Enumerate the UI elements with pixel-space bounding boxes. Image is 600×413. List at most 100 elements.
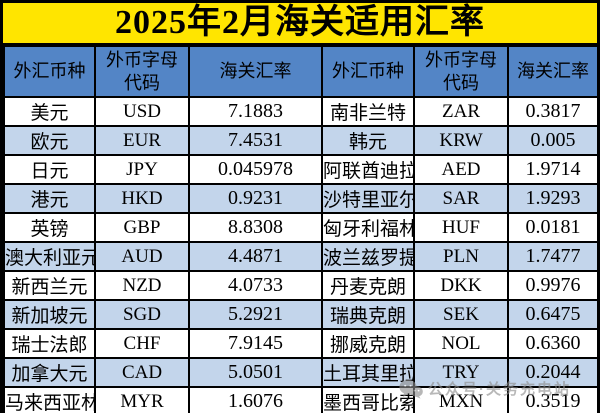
- cell-currency-name: 丹麦克朗: [321, 270, 415, 301]
- cell-customs-rate: 0.2044: [507, 357, 597, 388]
- cell-customs-rate: 5.0501: [188, 357, 323, 388]
- cell-currency-code-text: TRY: [442, 361, 480, 383]
- cell-customs-rate: 1.9293: [507, 183, 597, 214]
- cell-customs-rate-text: 0.0181: [525, 216, 581, 238]
- cell-currency-code: HKD: [94, 183, 190, 214]
- cell-currency-name: 挪威克朗: [321, 328, 415, 359]
- cell-currency-code: ZAR: [413, 96, 509, 127]
- cell-customs-rate-text: 0.9231: [228, 187, 283, 209]
- table-header-row: 外汇币种 外币字母 代码 海关汇率 外汇币种 外币字母 代码 海关汇率: [3, 45, 597, 98]
- table-row: 新加坡元 SGD 5.2921 瑞典克朗 SEK 0.6475: [3, 299, 597, 330]
- cell-customs-rate: 0.9231: [188, 183, 323, 214]
- cell-currency-name: 波兰兹罗提: [321, 241, 415, 272]
- table-row: 澳大利亚元 AUD 4.4871 波兰兹罗提 PLN 1.7477: [3, 241, 597, 272]
- cell-currency-code-text: EUR: [123, 129, 161, 151]
- cell-currency-name-text: 欧元: [30, 132, 69, 153]
- cell-currency-name-text: 挪威克朗: [329, 335, 406, 356]
- cell-currency-name: 新西兰元: [3, 270, 96, 301]
- cell-currency-code-text: SEK: [443, 303, 479, 325]
- cell-currency-code: TRY: [413, 357, 509, 388]
- cell-customs-rate-text: 0.6360: [525, 332, 581, 354]
- cell-currency-code-text: GBP: [123, 216, 161, 238]
- header-currency-name-left: 外汇币种: [3, 45, 96, 98]
- cell-currency-name-text: 土耳其里拉: [323, 364, 413, 385]
- cell-customs-rate-text: 5.2921: [228, 303, 283, 325]
- cell-currency-name-text: 阿联酋迪拉姆: [323, 161, 412, 182]
- cell-currency-code-text: AED: [441, 158, 481, 180]
- header-currency-name-right: 外汇币种: [321, 45, 415, 98]
- cell-currency-name: 加拿大元: [3, 357, 96, 388]
- cell-customs-rate: 4.0733: [188, 270, 323, 301]
- cell-currency-code-text: HUF: [441, 216, 480, 238]
- cell-currency-name-text: 韩元: [348, 132, 387, 153]
- cell-currency-code: JPY: [94, 154, 190, 185]
- cell-customs-rate-text: 7.1883: [228, 100, 283, 122]
- cell-currency-name-text: 马来西亚林吉特: [5, 393, 93, 413]
- cell-currency-name-text: 沙特里亚尔: [323, 190, 413, 211]
- cell-customs-rate-text: 1.9714: [525, 158, 581, 180]
- cell-currency-name-text: 日元: [30, 161, 69, 182]
- cell-currency-name-text: 加拿大元: [11, 364, 88, 385]
- cell-customs-rate-text: 4.0733: [228, 274, 283, 296]
- cell-currency-name: 瑞典克朗: [321, 299, 415, 330]
- cell-customs-rate: 5.2921: [188, 299, 323, 330]
- cell-currency-code-text: USD: [122, 100, 161, 122]
- cell-currency-code: MXN: [413, 386, 509, 413]
- cell-currency-code: GBP: [94, 212, 190, 243]
- cell-customs-rate-text: 7.9145: [228, 332, 283, 354]
- cell-currency-code-text: SGD: [122, 303, 161, 325]
- cell-currency-name: 马来西亚林吉特: [3, 386, 96, 413]
- cell-currency-name: 瑞士法郎: [3, 328, 96, 359]
- cell-customs-rate: 0.6475: [507, 299, 597, 330]
- cell-currency-name: 匈牙利福林: [321, 212, 415, 243]
- cell-currency-code-text: NZD: [122, 274, 162, 296]
- cell-currency-name: 韩元: [321, 125, 415, 156]
- cell-currency-name-text: 丹麦克朗: [329, 277, 406, 298]
- cell-currency-code: AED: [413, 154, 509, 185]
- cell-currency-code-text: NOL: [441, 332, 481, 354]
- cell-currency-code-text: MYR: [120, 390, 164, 412]
- cell-currency-name-text: 英镑: [30, 219, 69, 240]
- cell-currency-code: EUR: [94, 125, 190, 156]
- cell-customs-rate-text: 0.9976: [525, 274, 581, 296]
- table-row: 英镑 GBP 8.8308 匈牙利福林 HUF 0.0181: [3, 212, 597, 243]
- cell-currency-name: 土耳其里拉: [321, 357, 415, 388]
- cell-currency-code-text: DKK: [440, 274, 482, 296]
- cell-currency-name-text: 港元: [30, 190, 69, 211]
- cell-customs-rate-text: 1.9293: [525, 187, 581, 209]
- cell-customs-rate: 0.005: [507, 125, 597, 156]
- cell-customs-rate: 0.6360: [507, 328, 597, 359]
- header-customs-rate-left: 海关汇率: [188, 45, 323, 98]
- cell-currency-name-text: 瑞士法郎: [11, 335, 88, 356]
- cell-currency-name-text: 美元: [30, 103, 69, 124]
- cell-customs-rate: 7.9145: [188, 328, 323, 359]
- cell-customs-rate: 0.9976: [507, 270, 597, 301]
- cell-currency-name: 新加坡元: [3, 299, 96, 330]
- cell-currency-code-text: JPY: [126, 158, 158, 180]
- cell-currency-code: PLN: [413, 241, 509, 272]
- cell-currency-name: 南非兰特: [321, 96, 415, 127]
- cell-customs-rate-text: 1.7477: [525, 245, 581, 267]
- cell-currency-code-text: MXN: [438, 390, 484, 412]
- cell-customs-rate-text: 0.2044: [525, 361, 581, 383]
- cell-currency-code: SEK: [413, 299, 509, 330]
- cell-customs-rate: 4.4871: [188, 241, 323, 272]
- cell-currency-name: 欧元: [3, 125, 96, 156]
- cell-currency-name-text: 波兰兹罗提: [323, 248, 413, 269]
- cell-currency-code: DKK: [413, 270, 509, 301]
- table-row: 日元 JPY 0.045978 阿联酋迪拉姆 AED 1.9714: [3, 154, 597, 185]
- cell-customs-rate: 0.045978: [188, 154, 323, 185]
- cell-customs-rate-text: 4.4871: [228, 245, 283, 267]
- cell-currency-code: USD: [94, 96, 190, 127]
- cell-currency-code-text: CHF: [123, 332, 161, 354]
- cell-customs-rate: 8.8308: [188, 212, 323, 243]
- page-title: 2025年2月海关适用汇率: [3, 3, 597, 45]
- cell-customs-rate-text: 0.3817: [525, 100, 581, 122]
- table-row: 美元 USD 7.1883 南非兰特 ZAR 0.3817: [3, 96, 597, 127]
- cell-currency-code: NZD: [94, 270, 190, 301]
- table-row: 欧元 EUR 7.4531 韩元 KRW 0.005: [3, 125, 597, 156]
- cell-currency-name-text: 瑞典克朗: [329, 306, 406, 327]
- cell-currency-code: SAR: [413, 183, 509, 214]
- cell-currency-code: AUD: [94, 241, 190, 272]
- cell-currency-name-text: 新加坡元: [11, 306, 88, 327]
